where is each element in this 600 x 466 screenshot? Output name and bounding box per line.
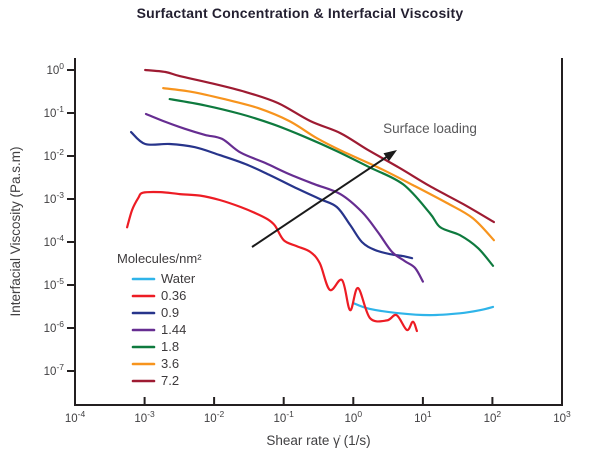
series-line-0.36	[126, 190, 418, 333]
legend-title: Molecules/nm²	[117, 251, 202, 266]
legend-label-3.6: 3.6	[161, 356, 179, 371]
series-line-Water	[352, 302, 495, 317]
y-axis-title: Interfacial Viscosity (Pa.s.m)	[8, 146, 23, 316]
y-tick-label: 10-3	[44, 190, 65, 206]
x-tick-label: 10-3	[134, 409, 155, 425]
y-tick-label: 10-5	[44, 276, 65, 292]
x-tick-label: 102	[484, 409, 502, 425]
y-tick-label: 10-1	[44, 104, 65, 120]
x-tick-label: 10-4	[65, 409, 86, 425]
legend-label-1.44: 1.44	[161, 322, 186, 337]
annotation-arrow-line	[251, 154, 390, 248]
annotation-arrowhead	[383, 150, 397, 162]
series-line-1.44	[144, 112, 424, 283]
legend-label-1.8: 1.8	[161, 339, 179, 354]
series-line-0.9	[130, 131, 414, 260]
plot-frame	[74, 58, 563, 406]
legend-label-0.9: 0.9	[161, 305, 179, 320]
x-axis-title: Shear rate γ̇ (1/s)	[266, 433, 370, 448]
y-tick-label: 100	[46, 61, 64, 77]
x-tick-label: 100	[345, 409, 363, 425]
legend-label-Water: Water	[161, 271, 196, 286]
x-tick-label: 101	[414, 409, 432, 425]
series-line-3.6	[162, 87, 495, 242]
y-tick-label: 10-7	[44, 362, 65, 378]
y-tick-label: 10-6	[44, 319, 65, 335]
series-line-1.8	[168, 98, 495, 267]
x-tick-label: 103	[553, 409, 571, 425]
y-tick-label: 10-4	[44, 233, 65, 249]
chart-title: Surfactant Concentration & Interfacial V…	[136, 5, 464, 21]
x-tick-label: 10-1	[274, 409, 295, 425]
annotation-surface-loading: Surface loading	[383, 121, 477, 136]
legend-label-7.2: 7.2	[161, 373, 179, 388]
legend-label-0.36: 0.36	[161, 288, 186, 303]
x-tick-label: 10-2	[204, 409, 225, 425]
y-tick-label: 10-2	[44, 147, 65, 163]
series-line-7.2	[144, 68, 495, 224]
